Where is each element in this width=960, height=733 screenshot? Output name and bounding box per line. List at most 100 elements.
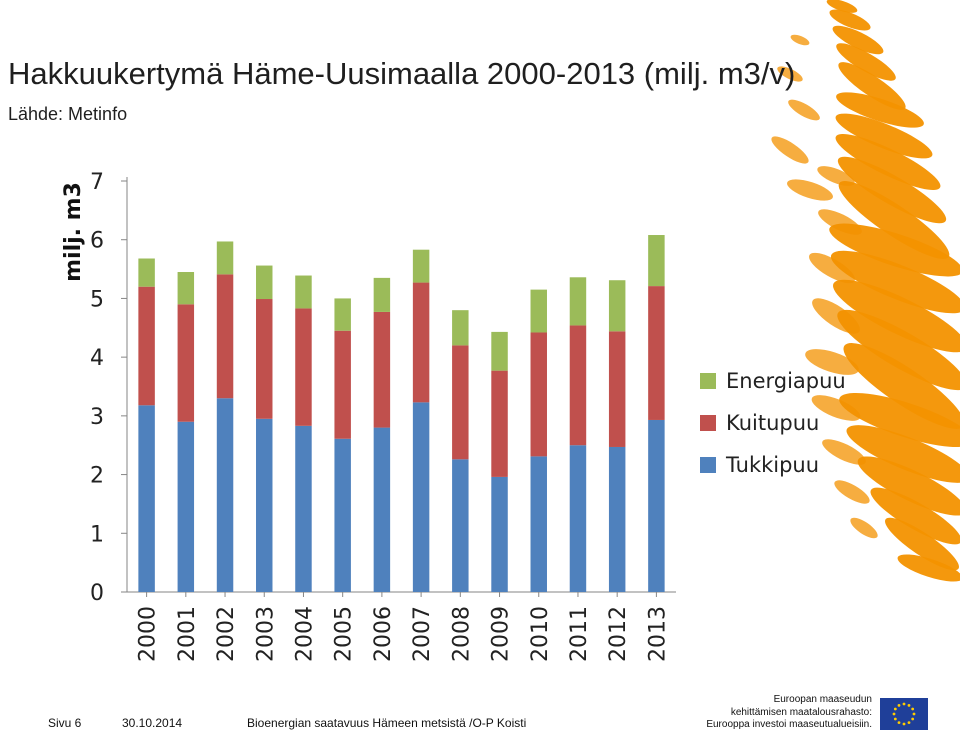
decorative-petal: [839, 392, 960, 448]
y-tick-label: 0: [90, 581, 104, 606]
bar-tukkipuu-2001: [177, 421, 195, 592]
eu-star: [893, 707, 897, 711]
bar-energiapuu-2008: [452, 310, 469, 346]
eu-star: [911, 717, 915, 721]
decorative-petal: [818, 209, 862, 235]
y-tick-label: 1: [90, 522, 104, 547]
decorative-petal: [822, 439, 866, 465]
x-tick-label: 2012: [606, 606, 631, 662]
bar-kuitupuu-2011: [569, 325, 587, 446]
bar-energiapuu-2002: [216, 241, 234, 275]
footer-date: 30.10.2014: [122, 716, 183, 730]
bar-energiapuu-2006: [373, 277, 391, 312]
x-tick-label: 2009: [489, 606, 514, 662]
eu-star: [912, 712, 916, 716]
legend-swatch-energiapuu: [700, 373, 716, 389]
bar-tukkipuu-2010: [530, 456, 547, 592]
decorative-petal: [771, 136, 809, 164]
y-tick-label: 3: [90, 405, 104, 430]
bar-kuitupuu-2003: [256, 299, 273, 419]
decorative-petal: [826, 0, 858, 13]
eu-text-line2: kehittämisen maatalousrahasto:: [730, 706, 872, 718]
x-tick-label: 2000: [136, 606, 161, 662]
bar-kuitupuu-2013: [648, 286, 665, 420]
bar-kuitupuu-2009: [491, 370, 508, 477]
bar-kuitupuu-2004: [295, 308, 312, 426]
chart-legend: Energiapuu Kuitupuu Tukkipuu: [700, 360, 846, 486]
decorative-petal: [788, 99, 820, 121]
decorative-petal: [777, 66, 803, 82]
eu-star: [907, 721, 911, 725]
bar-tukkipuu-2005: [334, 438, 351, 592]
eu-star: [902, 722, 906, 726]
decorative-petal: [897, 554, 960, 582]
bar-energiapuu-2004: [295, 275, 312, 309]
decorative-petal: [850, 517, 878, 539]
bar-tukkipuu-2011: [569, 445, 587, 592]
y-tick-label: 5: [90, 287, 104, 312]
legend-item-kuitupuu: Kuitupuu: [700, 402, 846, 444]
bar-kuitupuu-2006: [373, 311, 391, 428]
decorative-petal: [857, 456, 960, 516]
decorative-petal: [835, 134, 941, 190]
x-tick-label: 2011: [567, 606, 592, 662]
decorative-petal: [832, 25, 884, 55]
legend-label-kuitupuu: Kuitupuu: [726, 411, 820, 435]
bar-kuitupuu-2007: [412, 282, 430, 403]
y-tick-label: 7: [90, 170, 104, 195]
bar-tukkipuu-2013: [648, 419, 665, 592]
decorative-petal: [787, 179, 833, 201]
decorative-petal: [837, 156, 947, 224]
x-tick-label: 2001: [175, 606, 200, 662]
decorative-petal: [805, 349, 859, 375]
x-tick-label: 2003: [253, 606, 278, 662]
bar-kuitupuu-2012: [608, 331, 626, 447]
bar-tukkipuu-2007: [412, 402, 430, 592]
eu-star: [902, 702, 906, 706]
x-tick-label: 2005: [332, 606, 357, 662]
decorative-petal: [885, 517, 959, 571]
decorative-petal: [812, 298, 860, 334]
bar-kuitupuu-2001: [177, 304, 195, 422]
x-tick-label: 2006: [371, 606, 396, 662]
decorative-petal: [835, 113, 933, 159]
bar-kuitupuu-2010: [530, 332, 547, 457]
decorative-petal: [838, 62, 906, 110]
page-title: Hakkuukertymä Häme-Uusimaalla 2000-2013 …: [8, 56, 796, 91]
bar-energiapuu-2012: [608, 280, 626, 332]
y-tick-label: 4: [90, 346, 104, 371]
bar-kuitupuu-2008: [452, 345, 469, 460]
bar-tukkipuu-2003: [256, 418, 273, 592]
x-tick-label: 2004: [292, 606, 317, 662]
y-axis-title: milj. m3: [61, 182, 86, 282]
eu-text-line1: Euroopan maaseudun: [773, 694, 872, 705]
bar-tukkipuu-2000: [138, 405, 155, 592]
legend-swatch-tukkipuu: [700, 457, 716, 473]
x-tick-label: 2008: [449, 606, 474, 662]
footer-subtitle: Bioenergian saatavuus Hämeen metsistä /O…: [247, 716, 527, 730]
decorative-petal: [843, 343, 960, 429]
decorative-petal: [829, 9, 871, 31]
legend-item-tukkipuu: Tukkipuu: [700, 444, 846, 486]
eu-text-line3: Eurooppa investoi maaseutualueisiin.: [706, 719, 872, 730]
bar-kuitupuu-2005: [334, 330, 351, 439]
bar-kuitupuu-2002: [216, 274, 234, 399]
eu-star: [911, 707, 915, 711]
decorative-petal: [790, 34, 810, 46]
bar-tukkipuu-2008: [452, 459, 469, 592]
y-tick-label: 2: [90, 464, 104, 489]
decorative-petal: [833, 279, 960, 353]
bar-tukkipuu-2009: [491, 476, 508, 592]
eu-star: [893, 717, 897, 721]
eu-star: [897, 703, 901, 707]
eu-funding-text: Euroopan maaseudun kehittämisen maatalou…: [704, 694, 872, 732]
eu-star: [897, 721, 901, 725]
decorative-petal: [836, 43, 896, 81]
bar-energiapuu-2013: [648, 235, 665, 287]
bar-tukkipuu-2002: [216, 398, 234, 592]
x-tick-label: 2010: [528, 606, 553, 662]
bar-tukkipuu-2006: [373, 427, 391, 592]
x-tick-label: 2013: [645, 606, 670, 662]
source-label: Lähde: Metinfo: [8, 104, 128, 124]
